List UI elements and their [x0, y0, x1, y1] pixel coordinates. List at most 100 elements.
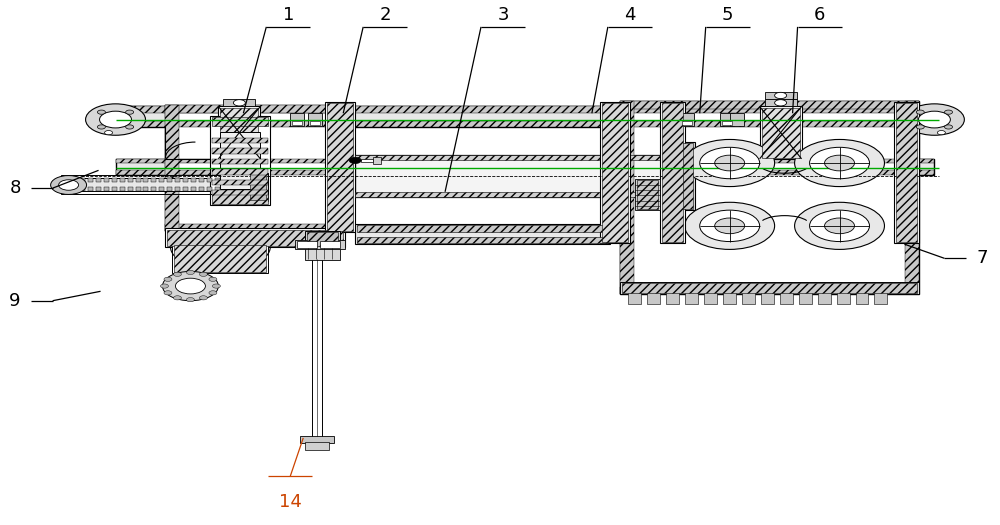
- Bar: [116, 159, 934, 174]
- Bar: [620, 101, 919, 294]
- Circle shape: [51, 175, 87, 194]
- Circle shape: [916, 125, 924, 129]
- Bar: [308, 113, 322, 127]
- Bar: [307, 232, 338, 246]
- Bar: [250, 174, 266, 200]
- Bar: [765, 99, 797, 107]
- Bar: [602, 103, 628, 242]
- Bar: [628, 291, 641, 304]
- Text: 7: 7: [976, 249, 988, 267]
- Bar: [666, 291, 679, 304]
- Bar: [212, 138, 268, 143]
- Bar: [116, 107, 934, 128]
- Bar: [61, 175, 260, 194]
- Bar: [248, 173, 268, 201]
- Circle shape: [164, 277, 172, 281]
- Bar: [183, 187, 188, 191]
- Bar: [215, 178, 220, 182]
- Circle shape: [685, 202, 775, 249]
- Bar: [355, 192, 685, 197]
- Circle shape: [164, 291, 172, 295]
- Bar: [191, 187, 196, 191]
- Circle shape: [795, 202, 884, 249]
- Circle shape: [86, 104, 145, 135]
- Bar: [96, 178, 101, 182]
- Bar: [312, 259, 322, 438]
- Circle shape: [795, 140, 884, 186]
- Bar: [96, 187, 101, 191]
- Circle shape: [945, 125, 953, 129]
- Bar: [673, 142, 695, 210]
- Bar: [355, 155, 685, 161]
- Text: 6: 6: [814, 6, 825, 24]
- Bar: [116, 107, 934, 113]
- Bar: [620, 282, 919, 294]
- Bar: [136, 187, 141, 191]
- Bar: [660, 102, 685, 243]
- Bar: [799, 291, 812, 304]
- Circle shape: [97, 125, 105, 129]
- Bar: [112, 178, 117, 182]
- Circle shape: [700, 148, 760, 178]
- Bar: [128, 187, 133, 191]
- Bar: [305, 231, 340, 247]
- Text: 4: 4: [624, 6, 636, 24]
- Text: 8: 8: [9, 179, 21, 197]
- Circle shape: [700, 210, 760, 242]
- Circle shape: [212, 284, 220, 288]
- Bar: [72, 187, 77, 191]
- Bar: [373, 157, 381, 164]
- Bar: [167, 229, 343, 246]
- Circle shape: [186, 298, 194, 302]
- Bar: [297, 241, 317, 248]
- Circle shape: [715, 218, 745, 234]
- Bar: [637, 180, 658, 209]
- Bar: [191, 178, 196, 182]
- Circle shape: [937, 131, 945, 135]
- Bar: [760, 107, 802, 159]
- Circle shape: [173, 272, 181, 276]
- Circle shape: [105, 131, 113, 135]
- Bar: [325, 102, 355, 232]
- Bar: [212, 149, 268, 154]
- Bar: [210, 116, 270, 205]
- Bar: [174, 245, 266, 272]
- Bar: [215, 187, 220, 191]
- Bar: [722, 121, 732, 125]
- Text: 5: 5: [722, 6, 733, 24]
- Circle shape: [825, 155, 855, 171]
- Bar: [620, 287, 919, 294]
- Bar: [223, 178, 228, 182]
- Bar: [856, 291, 868, 304]
- Bar: [175, 178, 180, 182]
- Bar: [305, 245, 340, 260]
- Bar: [64, 178, 69, 182]
- Bar: [116, 121, 934, 128]
- Bar: [720, 113, 734, 127]
- Bar: [199, 187, 204, 191]
- Text: 1: 1: [283, 6, 294, 24]
- Bar: [212, 117, 268, 127]
- Bar: [761, 291, 774, 304]
- Bar: [357, 237, 608, 243]
- Bar: [905, 101, 919, 294]
- Bar: [685, 291, 698, 304]
- Circle shape: [810, 210, 869, 242]
- Bar: [780, 291, 793, 304]
- Circle shape: [162, 271, 218, 301]
- Circle shape: [825, 218, 855, 234]
- Circle shape: [904, 104, 964, 135]
- Bar: [305, 442, 329, 450]
- Bar: [837, 291, 850, 304]
- Bar: [300, 436, 334, 443]
- Bar: [165, 106, 335, 231]
- Bar: [680, 113, 694, 127]
- Bar: [675, 143, 693, 209]
- Bar: [212, 180, 268, 185]
- Bar: [143, 187, 148, 191]
- Bar: [818, 291, 831, 304]
- Bar: [295, 240, 345, 249]
- Circle shape: [173, 296, 181, 300]
- Circle shape: [100, 111, 132, 128]
- Circle shape: [59, 180, 79, 190]
